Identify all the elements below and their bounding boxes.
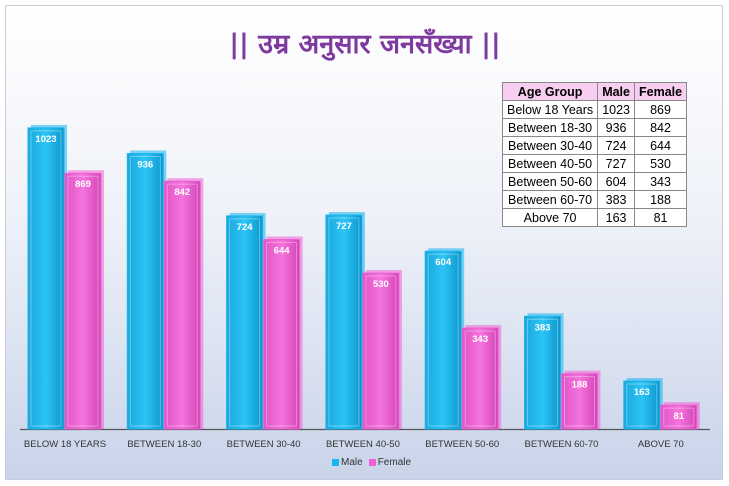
table-row: Above 70 163 81 bbox=[501, 208, 688, 227]
data-label-female: 343 bbox=[472, 334, 488, 345]
data-label-female: 188 bbox=[572, 380, 588, 391]
table-row: Below 18 Years 1023 869 bbox=[501, 100, 688, 119]
data-label-female: 869 bbox=[75, 179, 91, 190]
table-cell: 188 bbox=[633, 190, 688, 209]
bar-bevel-female bbox=[166, 183, 198, 427]
bar-male bbox=[424, 250, 462, 430]
bar-male bbox=[325, 214, 363, 430]
bar-bevel-male bbox=[527, 318, 558, 427]
data-label-male: 724 bbox=[237, 222, 254, 233]
table-cell: 530 bbox=[633, 154, 688, 173]
data-label-male: 383 bbox=[535, 322, 551, 333]
bar-bevel-male bbox=[229, 218, 261, 427]
bar-female bbox=[561, 373, 598, 430]
bar-female bbox=[163, 180, 201, 430]
table-row: Between 60-70 383 188 bbox=[501, 190, 688, 209]
bar-female bbox=[64, 172, 102, 430]
table-cell: Between 18-30 bbox=[501, 118, 599, 137]
bar-female bbox=[660, 404, 698, 430]
table-cell: Below 18 Years bbox=[501, 100, 599, 119]
x-tick-label: BETWEEN 40-50 bbox=[326, 439, 400, 450]
table-cell: 727 bbox=[597, 154, 635, 173]
table-cell: 604 bbox=[597, 172, 635, 191]
data-label-female: 842 bbox=[174, 187, 190, 198]
table-row: Between 40-50 727 530 bbox=[501, 154, 688, 173]
bar-bevel-male bbox=[30, 130, 62, 427]
bar-male bbox=[126, 152, 164, 430]
table-cell: 343 bbox=[633, 172, 688, 191]
table-cell: 869 bbox=[633, 100, 688, 119]
data-label-male: 604 bbox=[435, 257, 452, 268]
data-label-male: 936 bbox=[137, 159, 153, 170]
bar-bevel-female bbox=[564, 376, 595, 427]
x-tick-label: BETWEEN 50-60 bbox=[425, 439, 499, 450]
legend-swatch-female bbox=[368, 459, 376, 466]
bar-female bbox=[263, 238, 301, 430]
table-cell: 1023 bbox=[597, 100, 635, 119]
data-table: Age Group Male Female Below 18 Years 1023… bbox=[501, 82, 688, 227]
chart-frame: || उम्र अनुसार जनसँख्या || 1023 869 BELOW … bbox=[5, 5, 723, 480]
legend-label-female: Female bbox=[377, 457, 412, 468]
table-cell: 936 bbox=[597, 118, 635, 137]
table-cell: 724 bbox=[597, 136, 635, 155]
bar-chart-plot: 1023 869 BELOW 18 YEARS 936 842 BETWEEN 18-30… bbox=[20, 124, 710, 450]
bar-male bbox=[226, 215, 264, 430]
bar-bevel-female bbox=[464, 330, 496, 427]
table-header-row: Age Group Male Female bbox=[501, 82, 688, 101]
table-cell: 842 bbox=[633, 118, 688, 137]
table-header-male: Male bbox=[597, 82, 635, 101]
table-header-age-group: Age Group bbox=[501, 82, 599, 101]
x-tick-label: BETWEEN 60-70 bbox=[525, 439, 599, 450]
table-row: Between 30-40 724 644 bbox=[501, 136, 688, 155]
bar-bevel-female bbox=[663, 407, 695, 427]
table-header-female: Female bbox=[633, 82, 688, 101]
data-label-female: 530 bbox=[373, 279, 389, 290]
bar-male bbox=[27, 127, 65, 430]
chart-title: || उम्र अनुसार जनसँख्या || bbox=[229, 29, 501, 60]
legend-label-male: Male bbox=[341, 457, 363, 468]
table-row: Between 50-60 604 343 bbox=[501, 172, 688, 191]
chart-legend: Male Female bbox=[332, 457, 411, 468]
table-cell: 644 bbox=[633, 136, 688, 155]
table-cell: Between 60-70 bbox=[501, 190, 599, 209]
x-tick-label: BETWEEN 18-30 bbox=[127, 439, 201, 450]
table-cell: Between 50-60 bbox=[501, 172, 599, 191]
table-row: Between 18-30 936 842 bbox=[501, 118, 688, 137]
bar-male bbox=[623, 380, 661, 430]
bar-bevel-female bbox=[266, 241, 298, 427]
data-label-male: 1023 bbox=[35, 134, 56, 145]
legend-swatch-male bbox=[332, 459, 339, 466]
x-tick-label: BELOW 18 YEARS bbox=[24, 439, 106, 450]
bar-bevel-male bbox=[427, 253, 459, 427]
bar-female bbox=[461, 327, 499, 430]
data-label-female: 644 bbox=[274, 245, 291, 256]
table-cell: Above 70 bbox=[501, 208, 599, 227]
table-cell: Between 30-40 bbox=[501, 136, 599, 155]
bar-male bbox=[524, 315, 561, 430]
bar-bevel-male bbox=[129, 155, 161, 427]
data-label-female: 81 bbox=[674, 411, 685, 422]
x-tick-label: BETWEEN 30-40 bbox=[227, 439, 301, 450]
table-cell: 163 bbox=[597, 208, 635, 227]
legend-item-female: Female bbox=[368, 457, 412, 468]
data-label-male: 163 bbox=[634, 387, 650, 398]
bar-bevel-female bbox=[365, 275, 397, 427]
legend-item-male: Male bbox=[332, 457, 363, 468]
bar-bevel-male bbox=[328, 217, 360, 427]
bar-bevel-male bbox=[626, 383, 658, 427]
bar-female bbox=[362, 272, 400, 430]
data-label-male: 727 bbox=[336, 221, 352, 232]
bar-bevel-female bbox=[67, 175, 99, 427]
table-cell: 383 bbox=[597, 190, 635, 209]
table-cell: Between 40-50 bbox=[501, 154, 599, 173]
x-tick-label: ABOVE 70 bbox=[638, 439, 684, 450]
table-cell: 81 bbox=[633, 208, 688, 227]
